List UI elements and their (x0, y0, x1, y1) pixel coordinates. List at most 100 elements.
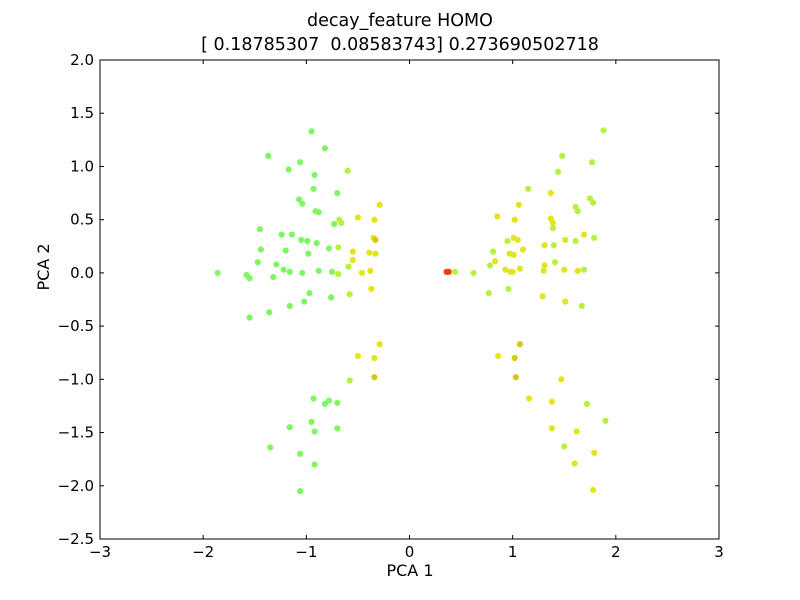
data-point (321, 400, 329, 407)
data-point (344, 167, 351, 174)
data-point (549, 224, 557, 232)
data-point (296, 158, 304, 166)
data-point (298, 236, 305, 244)
data-point (511, 216, 518, 223)
data-point (335, 244, 342, 251)
data-point (331, 220, 338, 228)
data-point (311, 171, 318, 179)
data-point (561, 266, 568, 273)
data-point (539, 293, 546, 300)
data-point (270, 273, 277, 281)
data-point (368, 285, 375, 293)
data-point (273, 261, 280, 268)
y-tick-label: 0.5 (70, 211, 94, 229)
data-point (288, 231, 296, 238)
data-point (321, 145, 329, 152)
x-tick-label: 1 (508, 543, 518, 561)
y-tick-label: −2.0 (58, 477, 94, 495)
data-point (299, 269, 306, 277)
data-point (515, 201, 523, 208)
data-point (551, 259, 559, 266)
data-point (325, 245, 333, 252)
y-tick-label: −1.5 (58, 424, 94, 442)
data-point (510, 251, 517, 258)
data-point (338, 219, 345, 227)
data-point (254, 259, 261, 266)
data-point (559, 152, 566, 159)
data-point (345, 263, 352, 270)
data-point (349, 248, 356, 255)
data-point (358, 269, 366, 277)
data-point (310, 395, 317, 402)
points-layer (214, 127, 609, 495)
data-point (346, 291, 353, 298)
y-tick-label: −2.5 (58, 530, 94, 548)
x-tick-label: 0 (405, 543, 415, 561)
data-point (572, 237, 579, 245)
data-point (509, 268, 516, 275)
data-point (505, 285, 512, 293)
data-point (554, 168, 562, 175)
data-point (376, 201, 383, 208)
data-point (372, 250, 379, 257)
chart-title: decay_feature HOMO (307, 11, 493, 31)
x-tick-label: 3 (714, 543, 724, 561)
data-point (485, 289, 493, 297)
data-point (486, 262, 494, 269)
data-point (371, 216, 378, 223)
data-point (540, 267, 547, 274)
data-point (519, 246, 527, 253)
data-point (278, 231, 285, 238)
y-tick-label: 2.0 (70, 51, 94, 69)
data-point (562, 298, 569, 305)
data-point (349, 256, 356, 264)
data-point (334, 425, 341, 432)
data-point (267, 444, 274, 451)
data-point (371, 374, 378, 381)
data-point (266, 309, 273, 316)
data-point (286, 302, 293, 310)
y-tick-label: −0.5 (58, 317, 94, 335)
data-point (280, 266, 287, 273)
data-point (524, 185, 532, 192)
data-point (541, 241, 548, 249)
data-point (548, 398, 556, 405)
data-point (376, 341, 383, 348)
data-point (502, 266, 509, 273)
data-point (583, 400, 591, 407)
data-point (305, 250, 312, 257)
data-point (578, 302, 585, 310)
plot-frame (99, 59, 720, 540)
data-point (246, 275, 253, 282)
x-axis-label: PCA 1 (386, 561, 434, 580)
data-point (328, 268, 336, 275)
data-point (516, 265, 524, 272)
data-point (516, 341, 524, 348)
data-point (354, 352, 362, 360)
data-point (504, 237, 511, 245)
data-point (325, 397, 333, 404)
data-point (511, 354, 518, 362)
data-point (494, 213, 501, 220)
data-point (315, 267, 322, 274)
data-point (547, 189, 554, 197)
data-point (571, 460, 578, 467)
data-point (573, 428, 580, 435)
data-point (549, 219, 557, 227)
data-point (495, 352, 502, 360)
x-tick-label: −2 (192, 543, 214, 561)
data-point (451, 268, 459, 275)
data-point (367, 267, 374, 274)
data-point (512, 374, 519, 381)
data-point (541, 262, 548, 269)
y-tick-label: 1.5 (70, 104, 94, 122)
data-point (315, 208, 322, 216)
data-point (580, 266, 588, 273)
data-point (574, 267, 581, 274)
ticks-layer: −3 −2 −1 0 1 2 3 −2.5 −2.0 −1.5 −1.0 −0.5 0.0 0.5 1.0 1… (58, 51, 724, 561)
data-point (313, 239, 320, 247)
data-point (308, 418, 315, 426)
y-axis-label: PCA 2 (34, 243, 53, 291)
data-point (558, 376, 565, 383)
